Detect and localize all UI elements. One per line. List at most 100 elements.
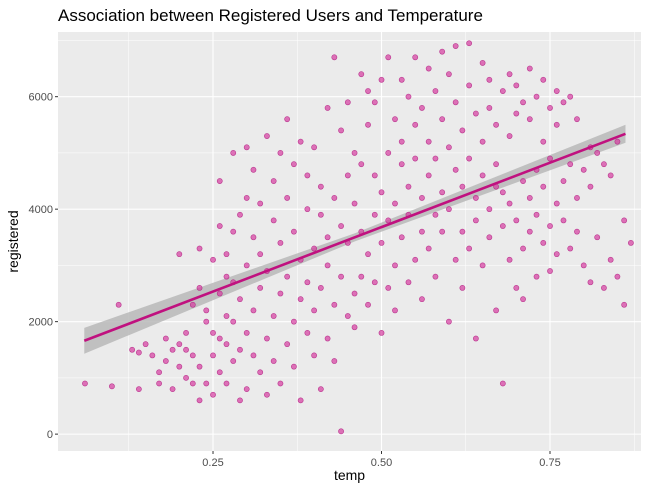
data-point <box>419 296 425 303</box>
data-point <box>520 178 526 184</box>
data-point <box>344 172 351 179</box>
data-point <box>216 290 223 297</box>
data-point <box>412 256 419 263</box>
data-point <box>472 335 479 342</box>
data-point <box>479 60 486 66</box>
data-point <box>290 161 297 168</box>
data-point <box>486 76 493 83</box>
data-point <box>331 195 338 201</box>
data-point <box>627 240 634 246</box>
data-point <box>466 245 473 252</box>
data-point <box>560 217 567 224</box>
data-point <box>452 43 459 49</box>
data-point <box>351 290 358 297</box>
data-point <box>472 195 479 201</box>
data-point <box>317 386 324 393</box>
data-point <box>580 262 587 269</box>
x-tick-label: 0.50 <box>371 457 392 469</box>
data-point <box>526 228 533 235</box>
data-point <box>210 329 216 336</box>
data-point <box>567 93 574 100</box>
data-point <box>439 48 446 55</box>
data-point <box>385 150 392 156</box>
data-point <box>344 313 351 319</box>
data-point <box>533 273 540 280</box>
data-point <box>189 352 196 359</box>
data-point <box>365 301 371 308</box>
data-point <box>432 273 439 280</box>
data-point <box>419 195 425 201</box>
data-point <box>425 245 432 252</box>
data-point <box>479 262 486 269</box>
data-point <box>230 358 237 364</box>
data-point <box>432 211 439 218</box>
data-point <box>398 138 405 145</box>
data-point <box>547 105 553 111</box>
data-point <box>277 290 284 297</box>
data-point <box>371 172 378 179</box>
data-point <box>237 296 243 303</box>
data-point <box>324 335 331 342</box>
data-point <box>392 307 398 314</box>
data-point <box>250 307 257 314</box>
data-point <box>196 363 203 370</box>
data-point <box>499 189 506 196</box>
data-point <box>277 380 284 387</box>
data-point <box>553 251 560 258</box>
y-tick-label: 2000 <box>29 317 53 329</box>
data-point <box>553 121 560 128</box>
data-point <box>452 166 459 173</box>
data-point <box>156 369 162 376</box>
data-point <box>243 195 250 201</box>
data-point <box>203 307 210 314</box>
data-point <box>358 71 365 78</box>
data-point <box>183 346 189 353</box>
data-point <box>176 341 183 348</box>
data-point <box>506 133 513 139</box>
data-point <box>560 99 567 106</box>
data-point <box>365 251 371 258</box>
data-point <box>297 138 304 145</box>
data-point <box>243 386 250 393</box>
data-point <box>547 223 553 229</box>
data-point <box>311 352 318 359</box>
data-point <box>574 228 580 235</box>
data-point <box>520 245 526 252</box>
data-point <box>284 116 291 123</box>
data-point <box>398 161 405 168</box>
data-point <box>459 127 466 134</box>
data-point <box>486 105 493 111</box>
trend-line-group <box>83 132 626 342</box>
data-point <box>594 234 601 241</box>
data-point <box>109 383 115 390</box>
y-axis-label: registered <box>5 210 21 272</box>
data-point <box>203 318 210 325</box>
y-tick-label: 6000 <box>29 92 53 104</box>
data-point <box>216 369 223 376</box>
data-points <box>82 40 634 435</box>
data-point <box>567 161 574 168</box>
data-point <box>257 251 264 258</box>
data-point <box>506 200 513 207</box>
data-point <box>493 307 499 314</box>
data-point <box>324 234 331 241</box>
data-point <box>547 155 553 162</box>
data-point <box>331 54 338 61</box>
data-point <box>358 161 365 168</box>
data-point <box>237 397 243 404</box>
data-point <box>567 245 574 252</box>
data-point <box>277 240 284 246</box>
data-point <box>459 183 466 190</box>
data-point <box>432 155 439 162</box>
data-point <box>264 133 270 139</box>
data-point <box>533 211 540 218</box>
data-point <box>385 217 392 224</box>
data-point <box>499 223 506 229</box>
data-point <box>270 217 277 224</box>
data-point <box>257 200 264 207</box>
data-point <box>210 391 216 398</box>
data-point <box>290 318 297 325</box>
x-tick-label: 0.75 <box>539 457 560 469</box>
data-point <box>223 251 230 258</box>
data-point <box>499 88 506 94</box>
